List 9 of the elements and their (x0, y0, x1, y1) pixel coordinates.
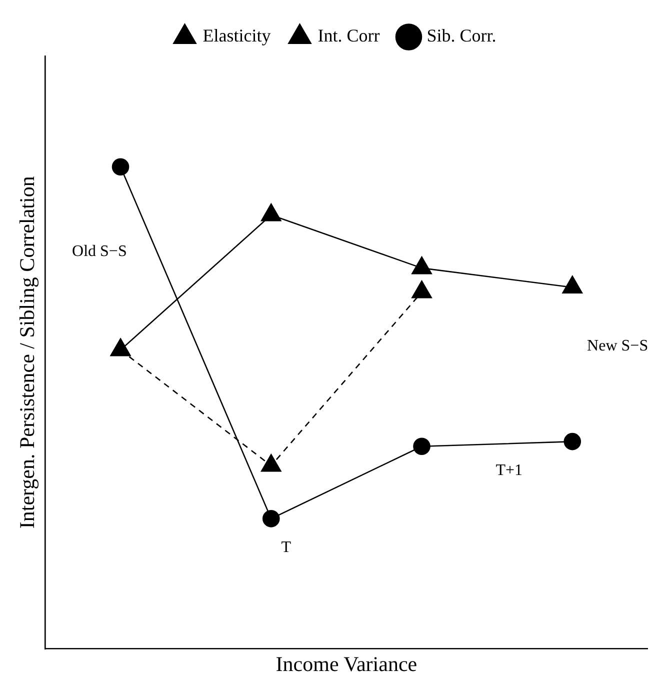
annotation: T (281, 539, 292, 556)
x-axis-title: Income Variance (276, 652, 418, 676)
annotation: Old S−S (72, 242, 127, 260)
legend-label: Sib. Corr. (426, 26, 496, 46)
legend-label: Int. Corr (318, 26, 380, 46)
annotation: New S−S (587, 338, 648, 355)
annotation: T+1 (496, 462, 523, 480)
y-axis-title: Intergen. Persistence / Sibling Correlation (15, 176, 40, 529)
legend-label: Elasticity (202, 26, 271, 46)
